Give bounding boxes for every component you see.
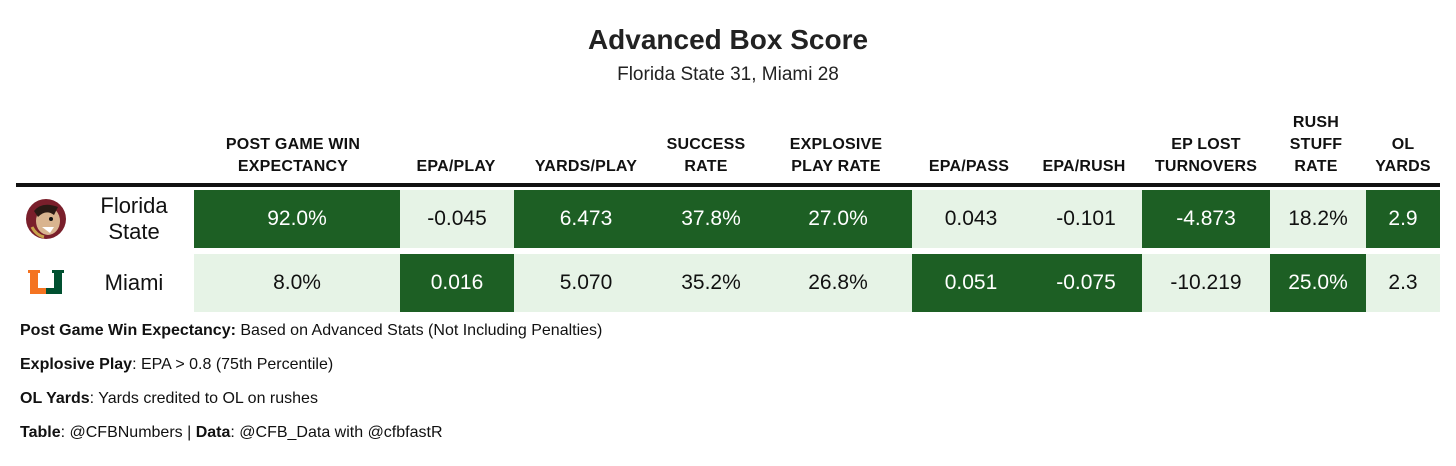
footnote-ol-yards: OL Yards: Yards credited to OL on rushes [20, 384, 602, 418]
value-cell: 0.051 [912, 254, 1030, 312]
footnote-win-expectancy: Post Game Win Expectancy: Based on Advan… [20, 316, 602, 350]
value-cell: -0.075 [1030, 254, 1142, 312]
column-header-ol-yards: OL YARDS [1375, 136, 1431, 175]
value-cell: -4.873 [1142, 190, 1270, 248]
header-divider [16, 183, 1440, 187]
column-header-epa-rush: EPA/RUSH [1042, 158, 1126, 175]
footnote-text: : @CFBNumbers | [60, 424, 196, 441]
value-cell: 5.070 [514, 254, 658, 312]
table-row-miami: Miami 8.0% 0.016 5.070 35.2% 26.8% 0.051… [16, 254, 1440, 312]
footnote-label: Post Game Win Expectancy: [20, 322, 236, 339]
table-title: Advanced Box Score [587, 24, 869, 55]
column-header-epa-play: EPA/PLAY [416, 158, 496, 175]
footnote-text: : Yards credited to OL on rushes [89, 390, 318, 407]
value-cell: 35.2% [658, 254, 764, 312]
column-header-rush-stuff-rate: RUSH STUFF RATE [1289, 114, 1343, 175]
footnote-label: OL Yards [20, 390, 90, 407]
footnote-text: : @CFB_Data with @cfbfastR [230, 424, 443, 441]
value-cell: 25.0% [1270, 254, 1366, 312]
footnote-text: : EPA > 0.8 (75th Percentile) [132, 356, 334, 373]
column-header-yards-play: YARDS/PLAY [534, 158, 638, 175]
footnote-label: Data [195, 424, 231, 441]
footnotes: Post Game Win Expectancy: Based on Advan… [20, 316, 602, 452]
seminole-head-icon [16, 190, 76, 248]
value-cell: 0.043 [912, 190, 1030, 248]
value-cell: 26.8% [764, 254, 912, 312]
value-cell: 92.0% [194, 190, 400, 248]
team-name-cell: Miami [78, 254, 190, 312]
value-cell: -0.101 [1030, 190, 1142, 248]
footnote-explosive-play: Explosive Play: EPA > 0.8 (75th Percenti… [20, 350, 602, 384]
value-cell: 8.0% [194, 254, 400, 312]
team-name-line1: Miami [104, 270, 164, 295]
team-name-line1: Florida [100, 193, 168, 218]
value-cell: -0.045 [400, 190, 514, 248]
team-name-line2: State [108, 219, 160, 244]
column-header-win-expectancy: POST GAME WIN EXPECTANCY [225, 136, 361, 175]
value-cell: 27.0% [764, 190, 912, 248]
footnote-credits: Table: @CFBNumbers | Data: @CFB_Data wit… [20, 418, 602, 452]
value-cell: 6.473 [514, 190, 658, 248]
team-name-cell: Florida State [78, 190, 190, 248]
value-cell: -10.219 [1142, 254, 1270, 312]
table-subtitle: Florida State 31, Miami 28 [617, 64, 839, 85]
table-row-florida-state: Florida State 92.0% -0.045 6.473 37.8% 2… [16, 190, 1440, 248]
value-cell: 2.9 [1366, 190, 1440, 248]
column-header-ep-lost-turnovers: EP LOST TURNOVERS [1154, 136, 1258, 175]
footnote-label: Table [20, 424, 61, 441]
u-logo-icon [16, 254, 76, 312]
value-cell: 37.8% [658, 190, 764, 248]
value-cell: 2.3 [1366, 254, 1440, 312]
value-cell: 0.016 [400, 254, 514, 312]
footnote-text: Based on Advanced Stats (Not Including P… [235, 322, 603, 339]
value-cell: 18.2% [1270, 190, 1366, 248]
footnote-label: Explosive Play [20, 356, 133, 373]
column-header-row: POST GAME WIN EXPECTANCY EPA/PLAY YARDS/P… [16, 104, 1440, 184]
column-header-explosive-play-rate: EXPLOSIVE PLAY RATE [789, 136, 883, 175]
column-header-success-rate: SUCCESS RATE [666, 136, 746, 175]
column-header-epa-pass: EPA/PASS [928, 158, 1010, 175]
